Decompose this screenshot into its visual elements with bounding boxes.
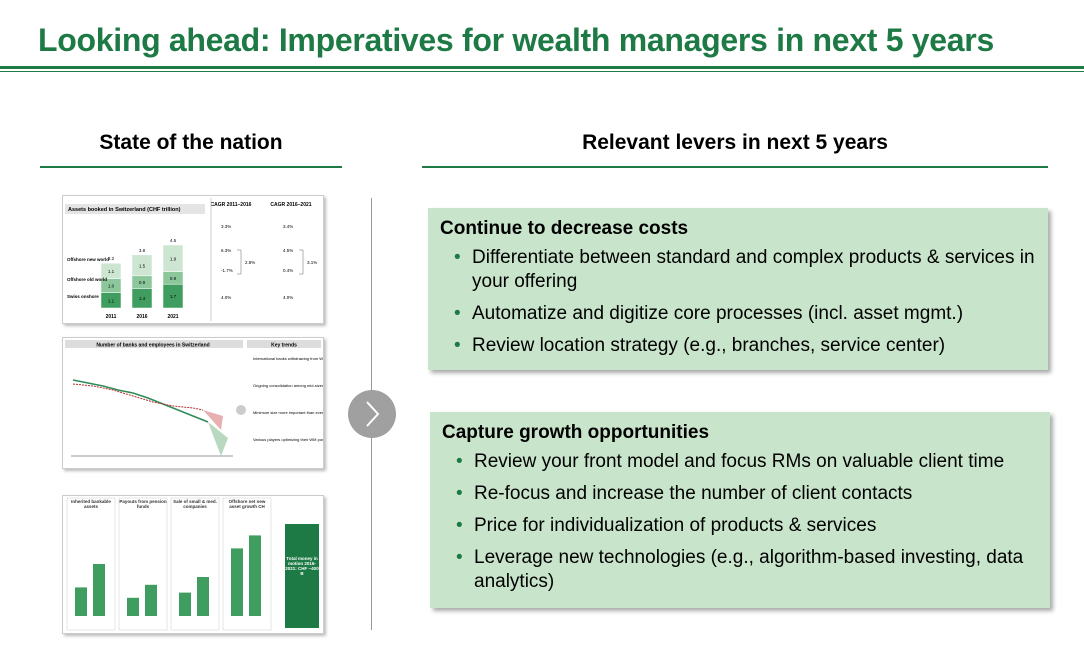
money-chart: Inherited bankable assets Payouts from pe… — [66, 497, 319, 631]
segment-label: 1.9 — [170, 256, 177, 261]
segment-label: 1.4 — [139, 296, 146, 301]
bar — [75, 587, 87, 616]
total-label: 3.2 — [108, 256, 115, 261]
bar — [93, 564, 105, 616]
bar — [127, 597, 139, 616]
total-box — [285, 524, 319, 628]
trend: Minimum size more important than ever — [253, 410, 323, 415]
cagr-header: CAGR 2011–2016 — [211, 202, 252, 208]
box-title: Capture growth opportunities — [442, 422, 710, 443]
total-cagr: 3.4% — [283, 224, 293, 229]
panel-header: Payouts from pension funds — [119, 499, 167, 509]
bullet: Re-focus and increase the number of clie… — [456, 482, 1038, 506]
total-text: Total money in motion 2016-2021: CHF ~40… — [285, 556, 319, 576]
left-heading: State of the nation — [99, 131, 283, 154]
lever-box: Continue to decrease costs Differentiate… — [428, 208, 1048, 370]
cagr: -1.7% — [221, 268, 233, 273]
segment — [100, 262, 122, 279]
assets-chart: Assets booked in Switzerland (CHF trilli… — [65, 198, 317, 321]
total-label: 3.8 — [139, 248, 146, 253]
bar — [197, 577, 209, 616]
panel-header: Inherited bankable assets — [71, 499, 111, 509]
banks-thumbnail: Number of banks and employees in Switzer… — [62, 337, 352, 469]
slide-title: Looking ahead: Imperatives for wealth ma… — [38, 22, 994, 58]
offshore-cagr: 3.1% — [307, 260, 317, 265]
bar — [145, 584, 157, 616]
bracket — [299, 249, 304, 275]
trend: International banks withdrawing from WM … — [253, 356, 323, 361]
segment-name: Offshore old world — [67, 277, 107, 282]
segment-label: 1.5 — [139, 263, 146, 268]
bar — [231, 548, 243, 616]
offshore-cagr: 2.8% — [245, 260, 255, 265]
header-box: Payouts from pension funds — [119, 499, 167, 509]
title-rule-thin — [0, 71, 1084, 72]
arrow-icon — [348, 390, 396, 438]
segment-label: 1.1 — [108, 269, 115, 274]
segment-label: 0.9 — [170, 276, 177, 281]
bar — [249, 535, 261, 616]
box-title: Continue to decrease costs — [440, 218, 689, 239]
segment-name: Swiss onshore — [67, 294, 99, 299]
panel-header: Offshore net new asset growth CH — [228, 499, 266, 509]
total-cagr: 3.3% — [221, 224, 231, 229]
banks-chart: Number of banks and employees in Switzer… — [65, 340, 352, 457]
panel — [66, 497, 116, 631]
key-trends: Key trends — [271, 343, 297, 349]
bullet: Review your front model and focus RMs on… — [456, 450, 1038, 474]
year-label: 2011 — [106, 314, 117, 320]
cagr-header: CAGR 2016–2021 — [270, 202, 311, 208]
panel — [118, 497, 168, 631]
segment — [131, 254, 153, 277]
total-text-box: Total money in motion 2016-2021: CHF ~40… — [285, 556, 319, 576]
bullet: Differentiate between standard and compl… — [454, 246, 1036, 294]
cagr: 0.4% — [283, 268, 293, 273]
right-heading: Relevant levers in next 5 years — [582, 131, 888, 154]
bar — [179, 592, 191, 616]
panel — [222, 497, 272, 631]
bullet: Price for individualization of products … — [456, 514, 1038, 538]
left-rule — [40, 166, 342, 168]
right-rule — [422, 166, 1048, 168]
bullet: Review location strategy (e.g., branches… — [454, 334, 1036, 358]
total-label: 4.5 — [170, 238, 177, 243]
title-bar — [65, 204, 205, 214]
lever-box: Capture growth opportunities Review your… — [430, 412, 1050, 608]
cagr: 4.0% — [283, 295, 293, 300]
bullet: Automatize and digitize core processes (… — [454, 302, 1036, 326]
panel — [170, 497, 220, 631]
trend: Ongoing consolidation among mid-sized pl… — [253, 383, 323, 388]
money-thumbnail: Inherited bankable assets Payouts from pe… — [62, 495, 324, 634]
segment-label: 1.7 — [170, 294, 177, 299]
panel-header: Sale of small & med. companies — [173, 499, 217, 509]
segment-label: 0.9 — [139, 280, 146, 285]
bullet: Leverage new technologies (e.g., algorit… — [456, 546, 1038, 594]
year-label: 2016 — [136, 314, 147, 320]
assets-thumbnail: Assets booked in Switzerland (CHF trilli… — [62, 195, 324, 324]
thumb-title: Number of banks and employees in Switzer… — [96, 343, 209, 349]
segment-label: 1.1 — [108, 298, 115, 303]
header-box: Offshore net new asset growth CH — [228, 499, 266, 509]
thumb-title: Assets booked in Switzerland (CHF trilli… — [68, 207, 181, 213]
header-box: Sale of small & med. companies — [173, 499, 217, 509]
trend: Various players optimizing their WM port… — [253, 437, 323, 442]
title-rule — [0, 66, 1084, 69]
cagr: 6.3% — [221, 248, 231, 253]
year-label: 2021 — [167, 314, 178, 320]
segment-name: Offshore new world — [67, 257, 109, 262]
cagr: 4.0% — [221, 295, 231, 300]
cagr: 4.5% — [283, 248, 293, 253]
segment-label: 1.0 — [108, 284, 115, 289]
bracket — [237, 249, 242, 275]
header-box: Inherited bankable assets — [71, 499, 111, 509]
segment — [162, 244, 184, 272]
